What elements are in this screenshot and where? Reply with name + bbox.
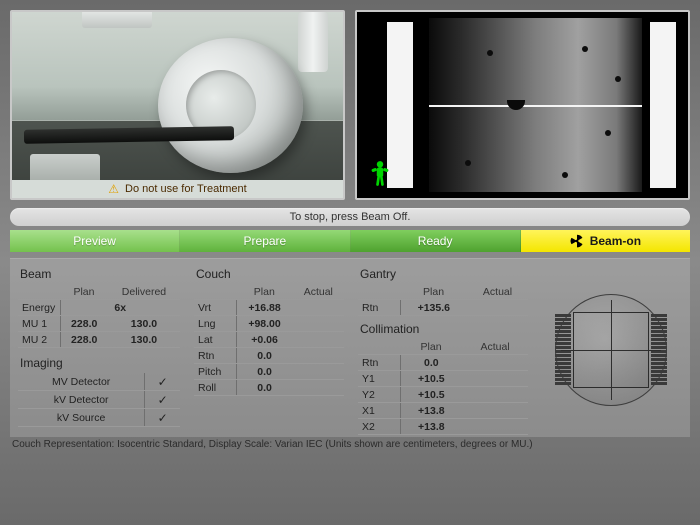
imaging-title: Imaging (20, 356, 180, 370)
param-plan-value: +13.8 (400, 419, 462, 435)
param-actual-value (293, 332, 344, 348)
imaging-table: MV Detector✓kV Detector✓kV Source✓ (18, 373, 180, 427)
param-row-label: Y2 (358, 387, 400, 403)
param-actual-value (462, 371, 528, 387)
imaging-row-label: kV Source (18, 409, 145, 427)
gantry-table: PlanActualRtn+135.6 (358, 284, 528, 316)
warning-text: Do not use for Treatment (125, 183, 247, 195)
imaging-row-label: MV Detector (18, 373, 145, 391)
room-camera-panel: ⚠ Do not use for Treatment (10, 10, 345, 200)
param-plan-value: 0.0 (236, 380, 293, 396)
parameters-area: Beam PlanDelivered Energy6x MU 1228.0130… (10, 258, 690, 437)
status-text: To stop, press Beam Off. (290, 211, 411, 223)
param-plan-value: 0.0 (236, 348, 293, 364)
param-plan-value: +98.00 (236, 316, 293, 332)
imaging-checkmark: ✓ (145, 409, 180, 427)
imaging-checkmark: ✓ (145, 373, 180, 391)
param-plan-value: +135.6 (400, 300, 467, 316)
param-actual-value (462, 403, 528, 419)
gantry-title: Gantry (360, 267, 528, 281)
stage-preview[interactable]: Preview (10, 230, 180, 252)
param-row-label: Roll (194, 380, 236, 396)
imaging-checkmark: ✓ (145, 391, 180, 409)
param-plan-value: +10.5 (400, 387, 462, 403)
couch-title: Couch (196, 267, 344, 281)
param-row-label: Lng (194, 316, 236, 332)
param-row-label: Rtn (358, 355, 400, 371)
param-plan-value: 0.0 (400, 355, 462, 371)
param-actual-value (462, 355, 528, 371)
imaging-row-label: kV Detector (18, 391, 145, 409)
radiation-icon (570, 234, 584, 248)
beam-table: PlanDelivered Energy6x MU 1228.0130.0 MU… (18, 284, 180, 348)
param-actual-value (467, 300, 528, 316)
stage-ready[interactable]: Ready (351, 230, 521, 252)
param-row-label: Lat (194, 332, 236, 348)
treatment-warning: ⚠ Do not use for Treatment (12, 180, 343, 198)
warning-icon: ⚠ (108, 182, 119, 196)
couch-table: PlanActualVrt+16.88Lng+98.00Lat+0.06Rtn0… (194, 284, 344, 396)
stage-prepare[interactable]: Prepare (180, 230, 350, 252)
param-row-label: X2 (358, 419, 400, 435)
collimation-title: Collimation (360, 322, 528, 336)
camera-scene (12, 12, 343, 198)
param-plan-value: 0.0 (236, 364, 293, 380)
param-row-label: Rtn (194, 348, 236, 364)
param-plan-value: +16.88 (236, 300, 293, 316)
param-actual-value (293, 300, 344, 316)
status-message-bar: To stop, press Beam Off. (10, 208, 690, 226)
param-actual-value (293, 348, 344, 364)
stage-beam-on[interactable]: Beam-on (521, 230, 690, 252)
footer-note: Couch Representation: Isocentric Standar… (12, 439, 690, 450)
patient-orientation-icon (369, 160, 391, 188)
param-row-label: Pitch (194, 364, 236, 380)
param-row-label: X1 (358, 403, 400, 419)
param-plan-value: +13.8 (400, 403, 462, 419)
param-row-label: Vrt (194, 300, 236, 316)
portal-image-panel (355, 10, 690, 200)
param-actual-value (293, 316, 344, 332)
beams-eye-view (540, 265, 682, 435)
beam-title: Beam (20, 267, 180, 281)
param-actual-value (293, 364, 344, 380)
collimation-table: PlanActualRtn0.0Y1+10.5Y2+10.5X1+13.8X2+… (358, 339, 528, 435)
param-row-label: Y1 (358, 371, 400, 387)
param-row-label: Rtn (358, 300, 400, 316)
workflow-stages: Preview Prepare Ready Beam-on (10, 230, 690, 252)
param-plan-value: +0.06 (236, 332, 293, 348)
param-actual-value (462, 419, 528, 435)
param-actual-value (293, 380, 344, 396)
param-plan-value: +10.5 (400, 371, 462, 387)
param-actual-value (462, 387, 528, 403)
